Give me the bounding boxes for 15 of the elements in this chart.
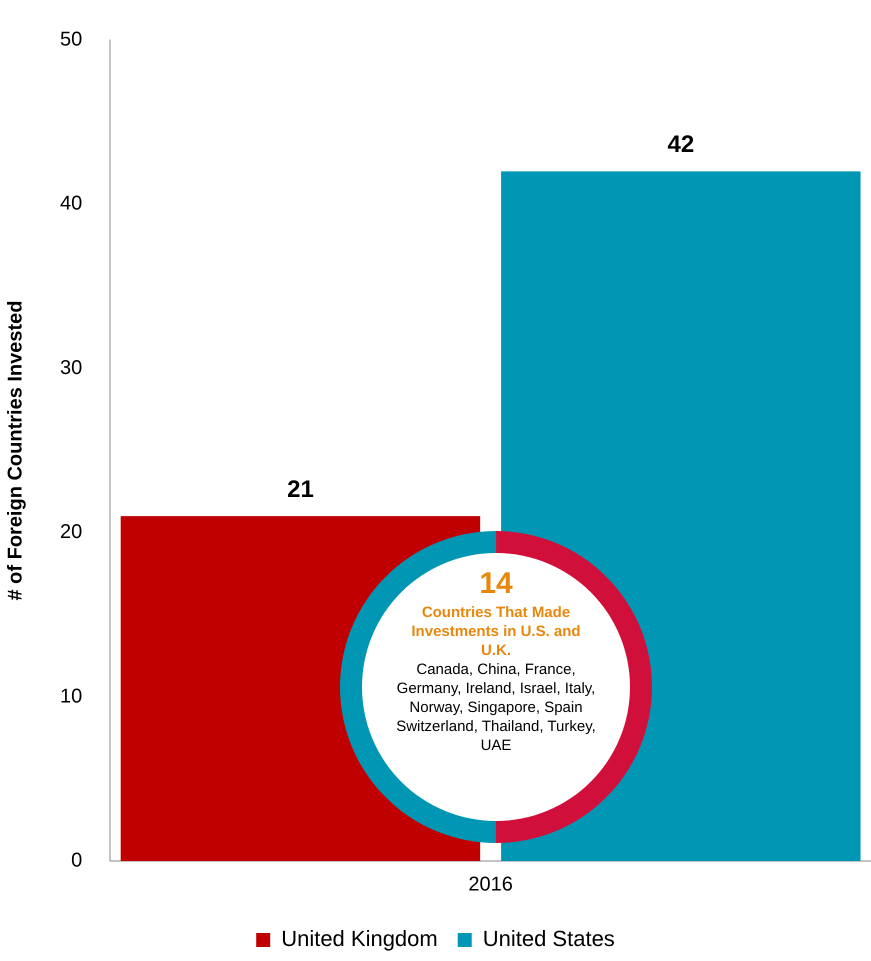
data-label: 21 — [287, 476, 314, 503]
y-tick-label: 20 — [60, 521, 82, 544]
legend-label: United States — [482, 926, 615, 952]
annotation: 14 — [478, 566, 514, 602]
legend-label: United Kingdom — [281, 926, 438, 952]
x-tick-label: 2016 — [468, 874, 513, 896]
data-label: 42 — [667, 130, 694, 158]
y-tick-label: 40 — [60, 192, 82, 215]
y-tick-label: 30 — [60, 356, 82, 379]
y-tick-label: 10 — [60, 685, 82, 708]
y-tick-label: 50 — [60, 28, 82, 51]
annotation: Canada, China, France, Germany, Ireland, Israel, Italy, Norway, Singapore, Spain Switzerland, Thailand, Turkey, UAE — [395, 660, 597, 755]
annotation: Countries That Made Investments in U.S. and U.K. — [410, 603, 582, 660]
y-tick-label: 0 — [71, 850, 82, 872]
y-axis-title: # of Foreign Countries Invested — [4, 300, 27, 601]
